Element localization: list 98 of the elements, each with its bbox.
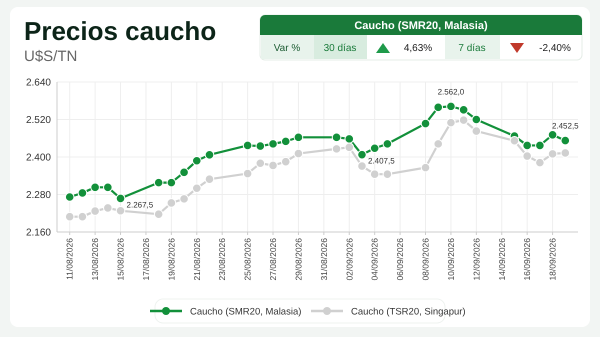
point — [472, 114, 482, 124]
y-tick-label: 2.640 — [26, 78, 52, 88]
x-tick-label: 29/08/2026 — [293, 238, 304, 281]
point — [166, 178, 176, 188]
point — [64, 192, 75, 202]
x-tick-label: 06/09/2026 — [395, 238, 406, 281]
text: 4,63% — [404, 43, 432, 54]
x-tick-label: 12/09/2026 — [471, 238, 482, 281]
x-tick-label: 31/08/2026 — [318, 238, 329, 281]
point — [344, 134, 354, 144]
chart-title: Precios caucho — [24, 16, 216, 46]
x-tick-label: 04/09/2026 — [370, 238, 380, 281]
point — [204, 174, 214, 184]
x-tick-label: 14/09/2026 — [496, 238, 507, 281]
point — [472, 126, 482, 136]
point — [357, 150, 367, 160]
data-label: 2.562,0 — [438, 87, 465, 96]
x-tick-label: 27/08/2026 — [268, 238, 278, 281]
x-tick-label: 17/08/2026 — [140, 238, 151, 281]
point — [268, 139, 278, 149]
point — [268, 160, 278, 170]
point — [382, 169, 392, 179]
x-tick-label: 02/09/2026 — [344, 238, 354, 281]
point — [370, 143, 380, 154]
point — [548, 130, 558, 140]
x-tick-label: 11/08/2026 — [64, 238, 75, 280]
point — [242, 140, 252, 150]
point — [64, 212, 75, 222]
data-label: 2.407,5 — [368, 156, 396, 166]
point — [242, 168, 252, 178]
y-tick-label: 2.280 — [26, 190, 52, 201]
x-tick-label: 18/09/2026 — [548, 238, 558, 281]
y-tick-label: 2.520 — [26, 115, 52, 126]
point — [294, 148, 304, 158]
point — [78, 212, 88, 222]
chart-subtitle: U$S/TN — [24, 48, 78, 65]
point — [370, 169, 380, 179]
point — [332, 132, 342, 142]
point — [192, 183, 202, 194]
point — [535, 140, 545, 150]
point — [446, 118, 456, 128]
point — [90, 182, 100, 192]
text: -2,40% — [539, 43, 571, 54]
text: Var % — [274, 43, 300, 54]
x-tick-label: 08/09/2026 — [420, 238, 431, 281]
point — [90, 206, 100, 216]
x-tick-label: 16/09/2026 — [522, 238, 532, 281]
point — [560, 148, 570, 158]
point — [522, 140, 532, 150]
x-tick-label: 19/08/2026 — [166, 238, 176, 281]
point — [535, 158, 545, 168]
point — [433, 139, 444, 149]
x-tick-label: 10/09/2026 — [446, 238, 456, 281]
text: 7 días — [458, 43, 486, 54]
point — [510, 136, 520, 146]
legend-label: Caucho (SMR20, Malasia) — [190, 306, 302, 318]
point — [103, 182, 113, 192]
point — [116, 194, 126, 204]
x-tick-label: 13/08/2026 — [90, 238, 100, 281]
point — [103, 203, 113, 213]
point — [78, 188, 88, 198]
point — [256, 141, 266, 151]
point — [116, 206, 126, 216]
point — [294, 132, 304, 142]
point — [357, 161, 367, 171]
point — [382, 139, 392, 149]
text: 30 días — [324, 43, 356, 54]
point — [204, 150, 214, 160]
y-tick-label: 2.400 — [26, 152, 52, 164]
point — [179, 168, 189, 178]
text: Caucho (SMR20, Malasia) — [354, 20, 488, 32]
point — [256, 158, 266, 168]
point — [458, 115, 468, 125]
point — [560, 136, 570, 146]
x-tick-label: 15/08/2026 — [116, 238, 126, 281]
point — [280, 156, 291, 166]
point — [548, 149, 558, 159]
legend-label: Caucho (TSR20, Singapur) — [351, 306, 466, 318]
data-label: 2.452,5 — [552, 122, 580, 131]
point — [154, 178, 164, 188]
point — [332, 144, 342, 154]
point — [420, 118, 430, 128]
point — [344, 142, 354, 152]
point — [166, 198, 176, 208]
point — [446, 102, 456, 112]
x-tick-label: 23/08/2026 — [217, 238, 228, 281]
point — [420, 162, 430, 172]
data-label: 2.267,5 — [126, 200, 154, 210]
point — [192, 156, 202, 166]
x-tick-label: 25/08/2026 — [242, 238, 253, 281]
y-tick-label: 2.160 — [26, 228, 52, 238]
point — [458, 105, 468, 115]
point — [179, 194, 189, 204]
point — [522, 151, 532, 161]
point — [280, 136, 291, 146]
x-tick-label: 21/08/2026 — [192, 238, 202, 281]
point — [433, 102, 444, 112]
point — [154, 209, 164, 219]
